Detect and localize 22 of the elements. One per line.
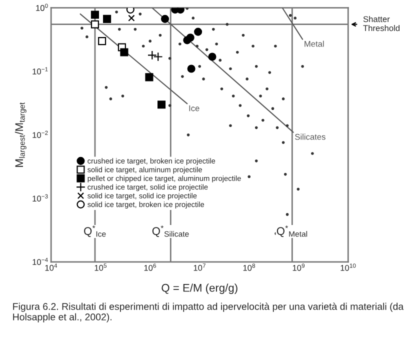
y-tick-label: 10$^{−3}$ <box>32 194 48 202</box>
series-label: Metal <box>304 40 324 47</box>
ref-line-label: Shatter Threshold <box>363 16 400 32</box>
text: Figura 6.2. Risultati di esperimenti di impatto ad ipervelocità per una varietà di materiali (da Holsapple et al., 2002). <box>13 302 404 322</box>
y-tick-label: 10$^{0}$ <box>36 4 48 11</box>
x-tick-label: 10$^{9}$ <box>292 264 305 271</box>
y-axis-title: M$_{largest}$/M$_{target}$ <box>14 102 26 167</box>
ref-line-label: Q$^{*}$$_{Silicate}$ <box>152 225 189 238</box>
y-tick-label: 10$^{−4}$ <box>32 258 48 265</box>
series-label: Ice <box>189 105 200 112</box>
x-tick-label: 10$^{10}$ <box>340 264 356 271</box>
series-label: Silicates <box>295 134 326 140</box>
x-tick-label: 10$^{5}$ <box>94 264 107 271</box>
y-tick-label: 10$^{−1}$ <box>32 67 48 74</box>
ref-line-label: Q$^{*}$$_{Ice}$ <box>84 225 106 238</box>
x-tick-label: 10$^{7}$ <box>194 264 206 271</box>
x-tick-label: 10$^{8}$ <box>243 264 256 271</box>
x-tick-label: 10$^{4}$ <box>45 264 58 271</box>
y-tick-label: 10$^{−2}$ <box>32 130 48 138</box>
ref-line-label: Q$^{*}$$_{Metal}$ <box>276 225 308 238</box>
x-tick-label: 10$^{6}$ <box>144 264 156 271</box>
x-axis-title: Q = E/M (erg/g) <box>162 284 238 294</box>
